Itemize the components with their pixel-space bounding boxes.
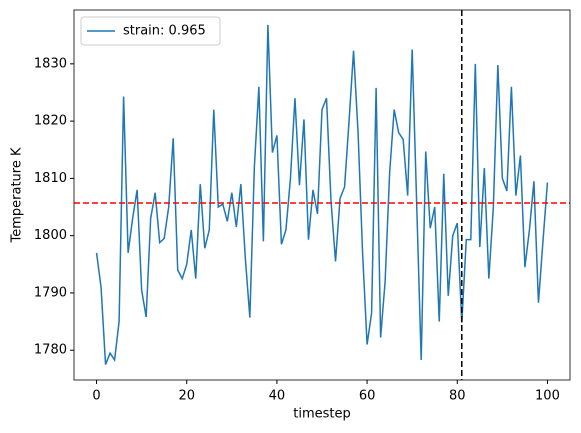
y-tick-label: 1800 bbox=[34, 228, 67, 243]
x-tick-label: 80 bbox=[449, 389, 466, 404]
y-tick-label: 1810 bbox=[34, 171, 67, 186]
x-tick-label: 60 bbox=[359, 389, 376, 404]
line-series bbox=[95, 24, 549, 365]
x-tick-label: 20 bbox=[178, 389, 195, 404]
x-tick-label: 40 bbox=[269, 389, 286, 404]
y-tick-label: 1830 bbox=[34, 56, 67, 71]
legend-label: strain: 0.965 bbox=[123, 24, 206, 39]
y-tick-label: 1820 bbox=[34, 114, 67, 129]
plot-frame bbox=[73, 9, 571, 381]
legend-box bbox=[80, 16, 221, 46]
y-tick-label: 1790 bbox=[34, 285, 67, 300]
x-tick-label: 100 bbox=[535, 389, 560, 404]
y-axis-label: Temperature K bbox=[10, 147, 25, 243]
y-tick-label: 1780 bbox=[34, 343, 67, 358]
x-tick-label: 0 bbox=[92, 389, 100, 404]
x-axis-label: timestep bbox=[293, 407, 351, 422]
